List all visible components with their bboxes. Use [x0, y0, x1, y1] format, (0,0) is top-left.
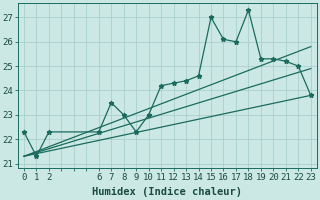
X-axis label: Humidex (Indice chaleur): Humidex (Indice chaleur): [92, 187, 242, 197]
